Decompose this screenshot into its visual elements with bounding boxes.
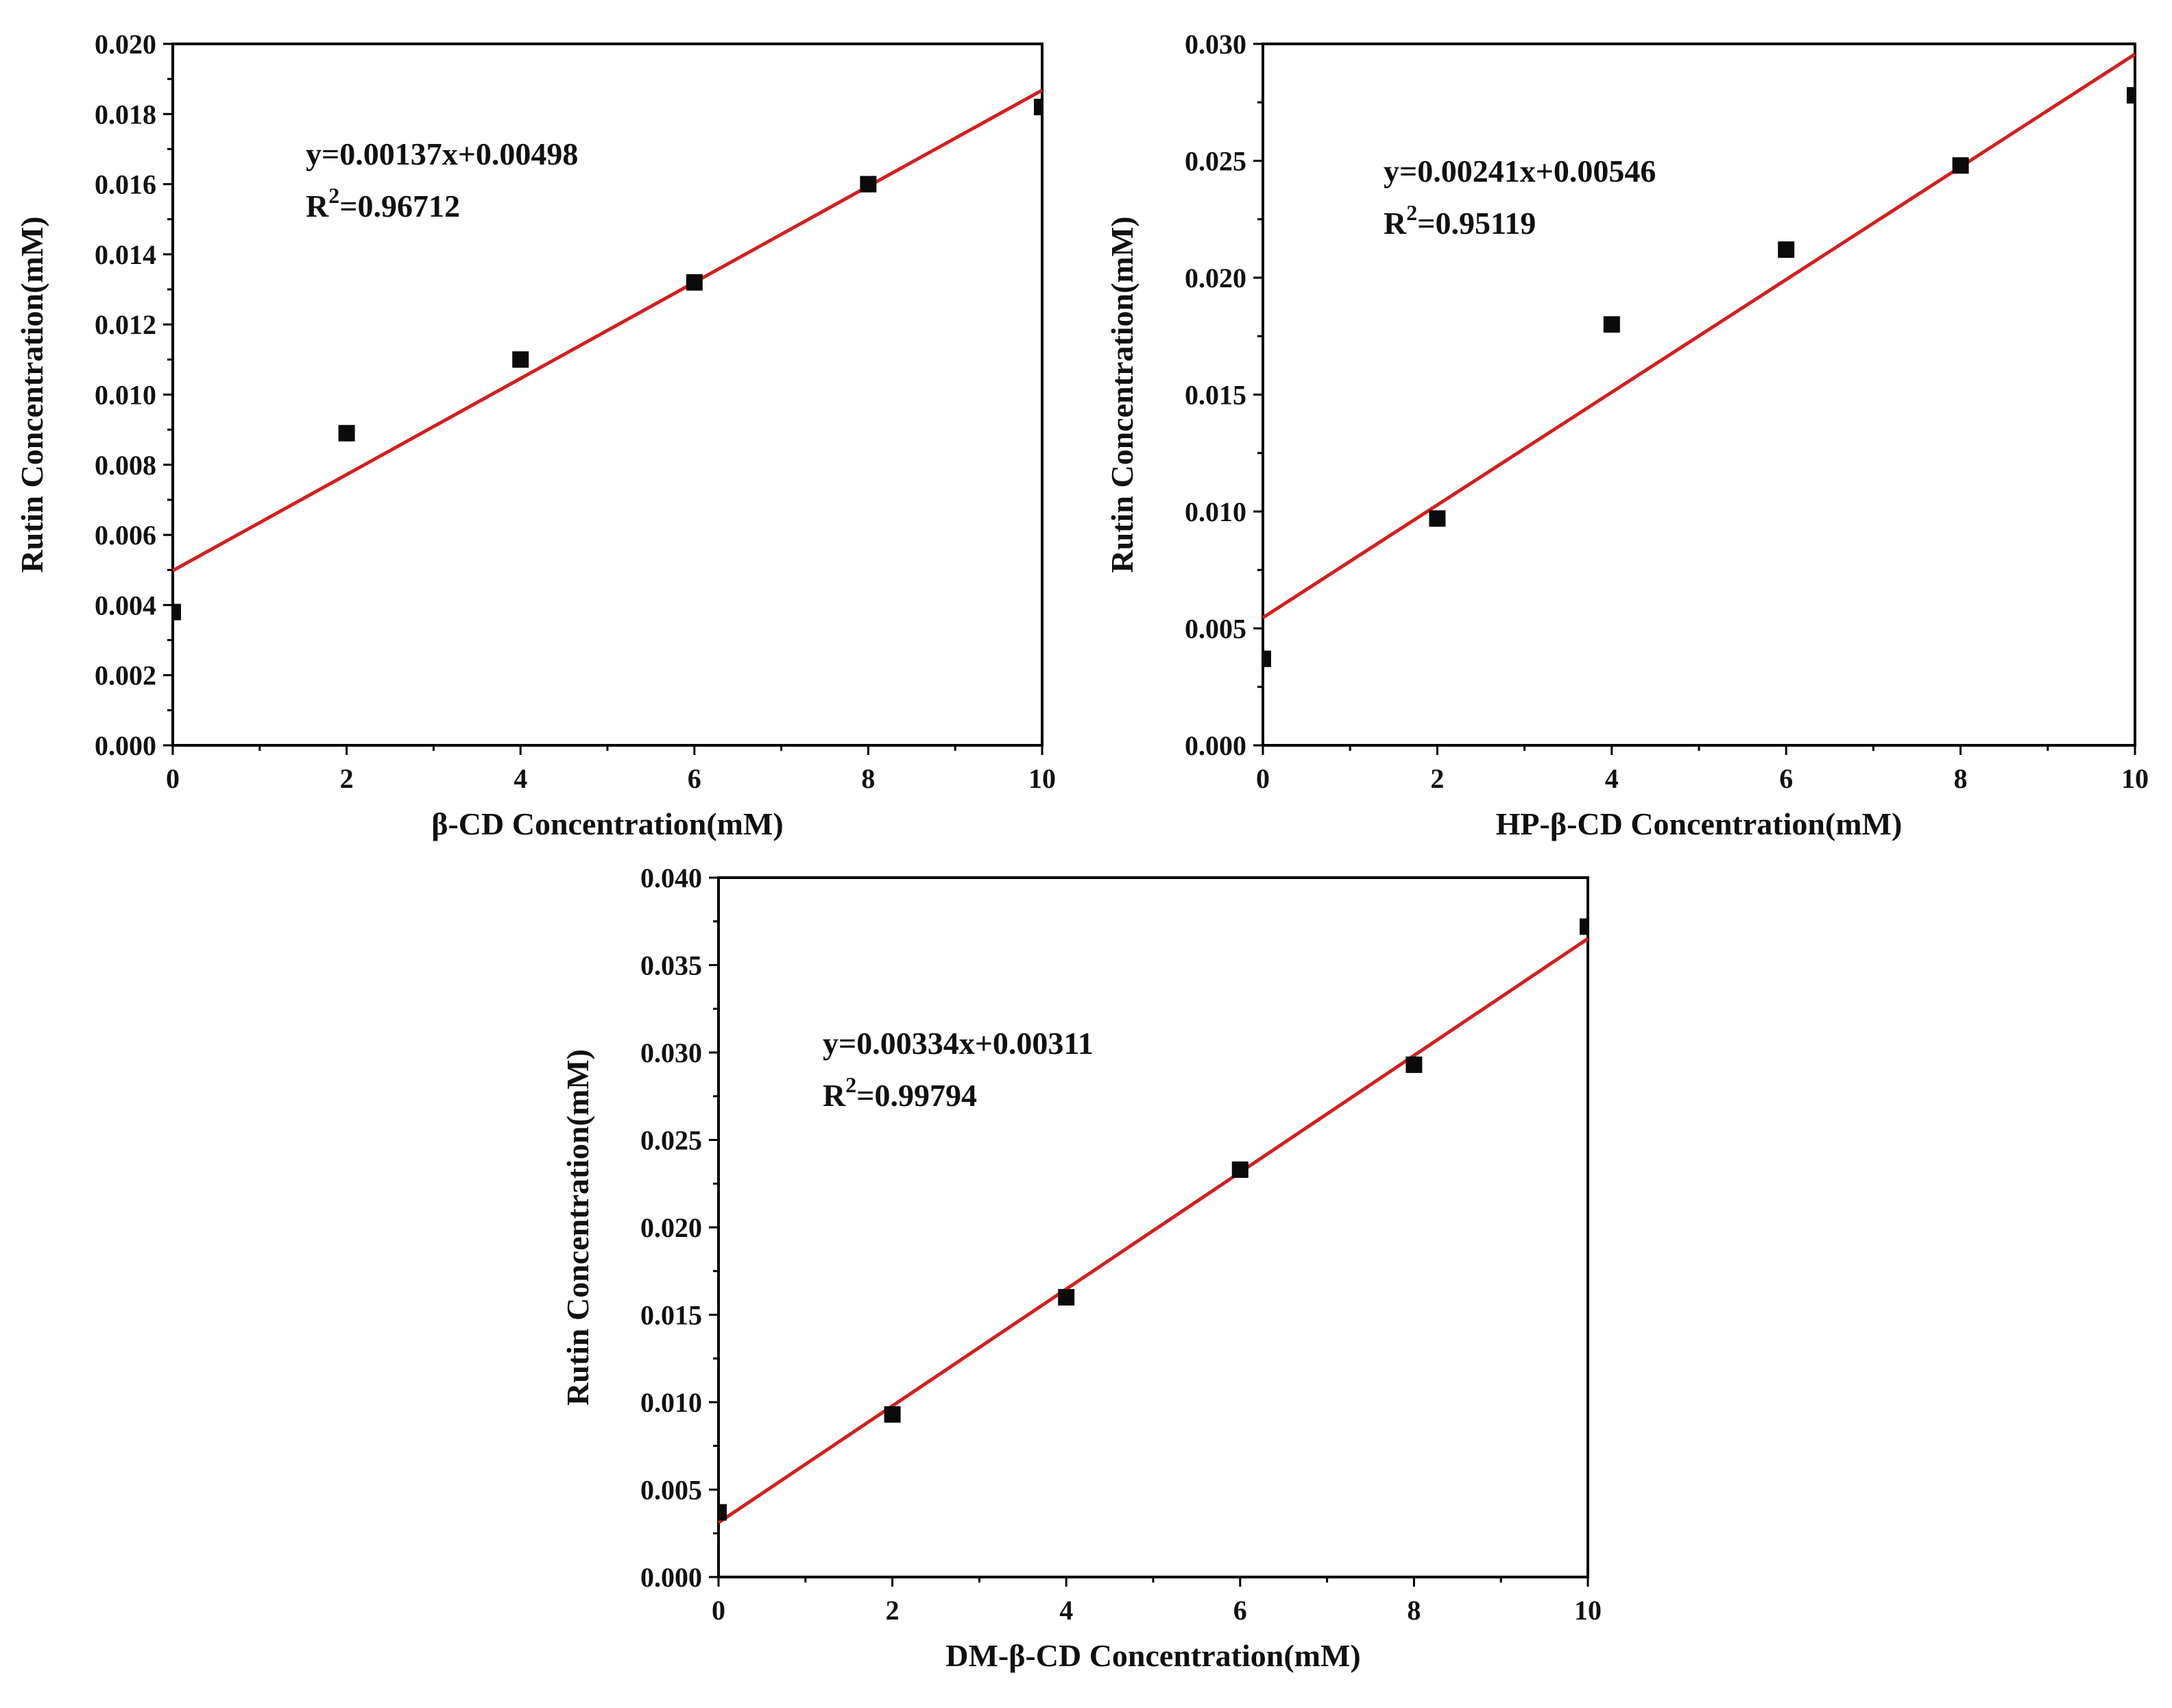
y-tick-label: 0.008 <box>95 450 156 481</box>
x-tick-label: 10 <box>1028 763 1056 794</box>
x-tick-label: 6 <box>1779 763 1793 794</box>
plot-frame <box>171 43 1043 747</box>
x-tick-label: 6 <box>688 763 701 794</box>
y-tick-label: 0.030 <box>1185 29 1246 60</box>
data-point <box>1231 1161 1248 1178</box>
x-tick-label: 4 <box>514 763 527 794</box>
fit-line <box>717 937 1589 1524</box>
x-tick-label: 2 <box>886 1595 900 1626</box>
data-point <box>686 274 703 291</box>
data-point <box>884 1406 901 1423</box>
y-tick-label: 0.035 <box>640 950 702 981</box>
data-point <box>1603 316 1620 333</box>
data-point <box>1263 650 1271 667</box>
r-squared-label: R2=0.99794 <box>823 1072 977 1113</box>
x-tick-label: 2 <box>340 763 354 794</box>
y-tick-label: 0.010 <box>640 1387 702 1418</box>
y-tick-label: 0.020 <box>640 1212 702 1243</box>
y-axis-title: Rutin Concentration(mM) <box>560 1049 595 1406</box>
x-tick-label: 8 <box>1954 763 1968 794</box>
x-tick-label: 8 <box>861 763 875 794</box>
y-tick-label: 0.005 <box>640 1475 702 1506</box>
x-axis-title: HP-β-CD Concentration(mM) <box>1496 806 1903 841</box>
regression-equation: y=0.00137x+0.00498 <box>306 136 578 171</box>
y-tick-label: 0.000 <box>95 730 156 761</box>
plot-frame <box>717 876 1589 1578</box>
fit-line <box>171 88 1043 573</box>
y-tick-label: 0.004 <box>95 590 156 621</box>
data-point <box>1429 510 1446 527</box>
data-point <box>1952 157 1969 174</box>
x-tick-label: 10 <box>2121 763 2149 794</box>
chart-panel-1: 0 2 4 6 8 10 0.000 0.002 0.004 0.006 0.008 0.010 0.0… <box>14 29 1056 841</box>
y-tick-label: 0.010 <box>1185 496 1246 527</box>
x-tick-label: 6 <box>1233 1595 1247 1626</box>
y-axis-title: Rutin Concentration(mM) <box>14 217 49 573</box>
chart-panel-3: 0 2 4 6 8 10 0.000 0.005 0.010 0.015 0.020 0.025 0.0… <box>560 863 1602 1673</box>
y-tick-label: 0.010 <box>95 380 156 411</box>
y-tick-label: 0.000 <box>1185 730 1246 761</box>
data-point <box>860 176 877 193</box>
x-tick-label: 4 <box>1059 1595 1073 1626</box>
x-axis-title: DM-β-CD Concentration(mM) <box>945 1638 1360 1673</box>
r-squared-label: R2=0.96712 <box>306 183 460 224</box>
y-tick-label: 0.000 <box>640 1562 702 1593</box>
y-tick-label: 0.030 <box>640 1037 702 1068</box>
chart-panel-2: 0 2 4 6 8 10 0.000 0.005 0.010 0.015 0.020 0.025 0.0… <box>1105 29 2149 841</box>
y-tick-label: 0.020 <box>1185 263 1246 293</box>
y-tick-label: 0.015 <box>1185 380 1246 411</box>
fit-line <box>1262 52 2136 619</box>
data-point <box>1058 1289 1075 1306</box>
y-tick-label: 0.025 <box>640 1125 702 1156</box>
x-tick-label: 2 <box>1430 763 1444 794</box>
data-point <box>2127 87 2135 104</box>
regression-equation: y=0.00241x+0.00546 <box>1384 154 1656 189</box>
y-tick-label: 0.014 <box>95 239 156 270</box>
x-axis-title: β-CD Concentration(mM) <box>431 806 784 841</box>
x-tick-label: 0 <box>1256 763 1270 794</box>
y-tick-label: 0.002 <box>95 660 156 691</box>
data-point <box>1778 241 1795 258</box>
data-point <box>1034 99 1042 116</box>
regression-equation: y=0.00334x+0.00311 <box>823 1026 1094 1061</box>
data-point <box>512 351 529 368</box>
y-tick-label: 0.040 <box>640 863 702 893</box>
y-tick-label: 0.012 <box>95 309 156 340</box>
y-tick-label: 0.016 <box>95 169 156 200</box>
data-point <box>338 424 355 442</box>
data-point <box>1580 918 1588 935</box>
y-tick-label: 0.020 <box>95 29 156 60</box>
y-tick-label: 0.018 <box>95 99 156 130</box>
x-tick-label: 0 <box>712 1595 725 1626</box>
x-tick-label: 8 <box>1407 1595 1421 1626</box>
data-point <box>719 1504 727 1521</box>
y-axis-title: Rutin Concentration(mM) <box>1105 217 1139 573</box>
r-squared-label: R2=0.95119 <box>1384 200 1536 241</box>
y-tick-label: 0.025 <box>1185 146 1246 177</box>
y-tick-label: 0.006 <box>95 520 156 551</box>
data-point <box>1405 1056 1423 1073</box>
y-tick-label: 0.015 <box>640 1300 702 1331</box>
x-tick-label: 10 <box>1574 1595 1602 1626</box>
y-tick-label: 0.005 <box>1185 614 1246 645</box>
plot-frame <box>1262 43 2136 747</box>
x-tick-label: 4 <box>1605 763 1619 794</box>
x-tick-label: 0 <box>166 763 180 794</box>
data-point <box>173 603 181 621</box>
